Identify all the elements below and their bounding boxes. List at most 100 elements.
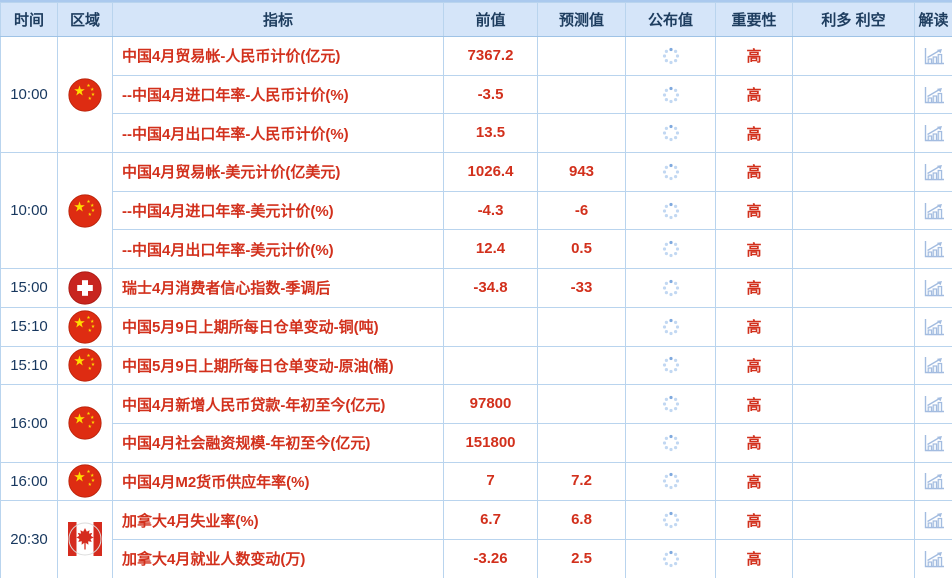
published-cell xyxy=(625,190,716,231)
col-header-published: 公布值 xyxy=(625,2,716,37)
importance-cell: 高 xyxy=(715,113,793,154)
published-cell xyxy=(625,345,716,386)
importance-cell: 高 xyxy=(715,36,793,76)
forecast-value: 943 xyxy=(568,162,595,180)
explain-chart-icon[interactable] xyxy=(923,394,945,414)
importance-cell: 高 xyxy=(715,306,793,347)
explain-chart-icon[interactable] xyxy=(923,433,945,453)
bull-bear-cell xyxy=(792,306,915,347)
published-cell xyxy=(625,74,716,115)
time-cell: 16:00 xyxy=(0,384,58,463)
explain-chart-icon[interactable] xyxy=(923,239,945,259)
explain-chart-icon[interactable] xyxy=(923,278,945,298)
forecast-value: 2.5 xyxy=(571,549,592,567)
indicator-link[interactable]: --中国4月出口年率-人民币计价(%) xyxy=(122,125,349,143)
table-row: 15:10 中国5月9日上期所每日仓单变动-原油(桶) 高 xyxy=(0,345,952,386)
importance-badge: 高 xyxy=(746,473,762,491)
forecast-cell: -33 xyxy=(537,268,626,308)
explain-chart-icon[interactable] xyxy=(923,85,945,105)
bull-bear-cell xyxy=(792,422,915,463)
explain-chart-icon[interactable] xyxy=(923,317,945,337)
table-row: 10:00 中国4月贸易帐-美元计价(亿美元) 1026.4 943 高 xyxy=(0,152,952,270)
explain-chart-icon[interactable] xyxy=(923,162,945,182)
loading-spinner-icon xyxy=(662,511,679,529)
explain-chart-icon[interactable] xyxy=(923,46,945,66)
previous-cell: 7 xyxy=(443,461,538,502)
explain-chart-icon[interactable] xyxy=(923,123,945,143)
time-label: 16:00 xyxy=(10,414,48,432)
explain-cell xyxy=(914,74,952,115)
bull-bear-cell xyxy=(792,229,915,270)
forecast-value: -6 xyxy=(574,201,589,219)
indicator-cell: 中国4月新增人民币贷款-年初至今(亿元) xyxy=(112,384,444,424)
explain-chart-icon[interactable] xyxy=(923,471,945,491)
explain-cell xyxy=(914,422,952,463)
loading-spinner-icon xyxy=(662,47,679,64)
explain-cell xyxy=(914,345,952,386)
previous-cell xyxy=(443,306,538,347)
indicator-link[interactable]: 中国4月贸易帐-人民币计价(亿元) xyxy=(122,48,341,66)
flag-china-icon xyxy=(68,193,102,228)
explain-cell xyxy=(914,229,952,270)
indicator-link[interactable]: --中国4月进口年率-美元计价(%) xyxy=(122,203,334,221)
table-row: 15:10 中国5月9日上期所每日仓单变动-铜(吨) 高 xyxy=(0,306,952,347)
table-row: 中国4月社会融资规模-年初至今(亿元) 151800 高 xyxy=(1,422,952,463)
indicator-link[interactable]: 加拿大4月失业率(%) xyxy=(122,512,259,530)
time-cell: 16:00 xyxy=(0,461,58,502)
indicator-cell: --中国4月出口年率-人民币计价(%) xyxy=(112,113,444,154)
loading-spinner-icon xyxy=(662,202,679,219)
explain-chart-icon[interactable] xyxy=(923,355,945,375)
flag-china-icon xyxy=(68,464,102,499)
importance-badge: 高 xyxy=(746,125,762,143)
indicator-link[interactable]: 中国4月M2货币供应年率(%) xyxy=(122,473,310,491)
explain-cell xyxy=(914,113,952,154)
indicator-cell: --中国4月出口年率-美元计价(%) xyxy=(112,229,444,270)
importance-badge: 高 xyxy=(746,48,762,66)
indicator-link[interactable]: 中国4月贸易帐-美元计价(亿美元) xyxy=(122,164,341,182)
importance-cell: 高 xyxy=(715,538,793,578)
region-cell xyxy=(57,345,113,386)
loading-spinner-icon xyxy=(662,434,679,451)
explain-cell xyxy=(914,152,952,192)
indicator-link[interactable]: 瑞士4月消费者信心指数-季调后 xyxy=(122,280,331,298)
header-row: 时间 区域 指标 前值 预测值 公布值 重要性 利多 利空 解读 xyxy=(0,2,952,37)
indicator-cell: 中国4月M2货币供应年率(%) xyxy=(112,461,444,502)
indicator-link[interactable]: 加拿大4月就业人数变动(万) xyxy=(122,551,306,569)
flag-china-icon xyxy=(68,310,102,344)
previous-cell xyxy=(443,345,538,386)
importance-badge: 高 xyxy=(746,203,762,221)
time-cell: 15:00 xyxy=(0,268,58,308)
region-cell xyxy=(57,35,113,154)
time-label: 10:00 xyxy=(10,202,48,220)
previous-cell: 1026.4 xyxy=(443,152,538,192)
indicator-link[interactable]: --中国4月进口年率-人民币计价(%) xyxy=(122,87,349,105)
time-label: 20:30 xyxy=(10,530,48,548)
indicator-link[interactable]: --中国4月出口年率-美元计价(%) xyxy=(122,241,334,259)
time-cell: 10:00 xyxy=(0,152,58,270)
time-label: 15:00 xyxy=(10,279,48,297)
importance-badge: 高 xyxy=(746,87,762,105)
explain-chart-icon[interactable] xyxy=(923,549,945,569)
published-cell xyxy=(625,229,716,270)
explain-chart-icon[interactable] xyxy=(923,201,945,221)
forecast-cell xyxy=(537,306,626,347)
indicator-cell: 中国4月贸易帐-美元计价(亿美元) xyxy=(112,152,444,192)
previous-value: 6.7 xyxy=(480,511,501,529)
loading-spinner-icon xyxy=(662,86,679,103)
previous-value: 12.4 xyxy=(475,240,506,258)
indicator-link[interactable]: 中国4月新增人民币贷款-年初至今(亿元) xyxy=(122,396,386,414)
previous-cell: 12.4 xyxy=(443,229,538,270)
previous-cell: 151800 xyxy=(443,422,538,463)
indicator-link[interactable]: 中国5月9日上期所每日仓单变动-铜(吨) xyxy=(122,319,379,337)
flag-switzerland-icon xyxy=(68,271,102,305)
published-cell xyxy=(625,36,716,76)
region-cell xyxy=(57,152,113,270)
forecast-value: 7.2 xyxy=(571,472,592,490)
explain-chart-icon[interactable] xyxy=(923,510,945,530)
indicator-link[interactable]: 中国5月9日上期所每日仓单变动-原油(桶) xyxy=(122,357,394,375)
forecast-cell: -6 xyxy=(537,190,626,231)
importance-cell: 高 xyxy=(715,500,793,540)
indicator-link[interactable]: 中国4月社会融资规模-年初至今(亿元) xyxy=(122,435,371,453)
